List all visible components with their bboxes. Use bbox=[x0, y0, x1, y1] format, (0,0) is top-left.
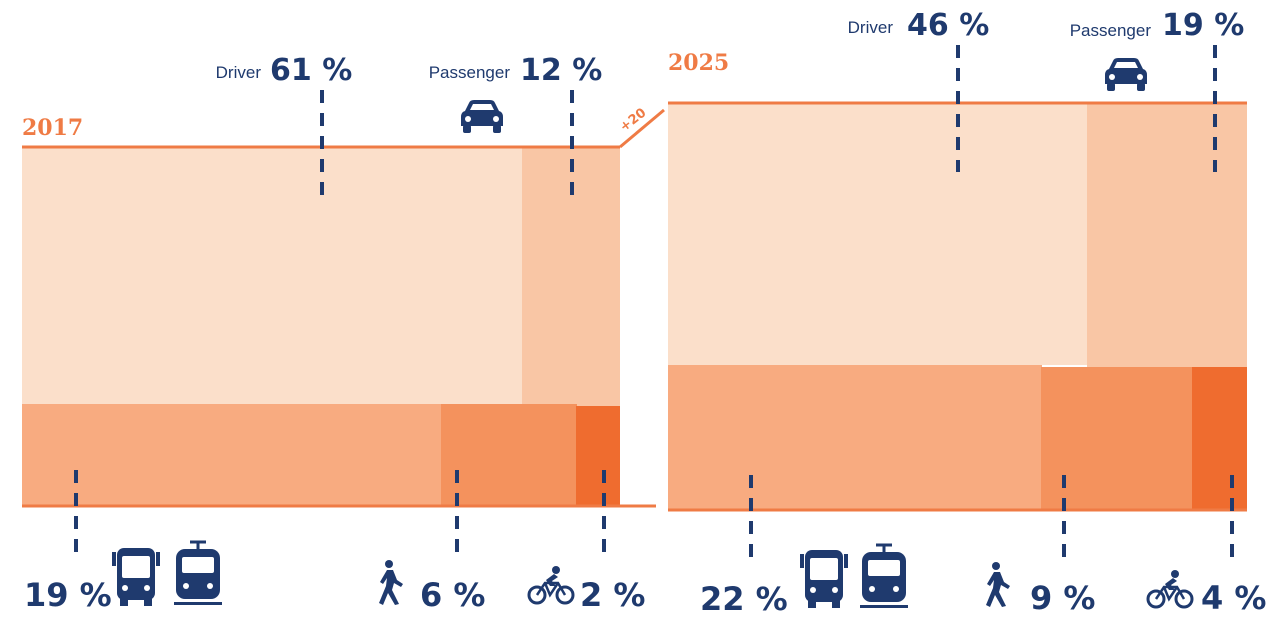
bar-public-transport-2017 bbox=[22, 404, 442, 506]
bar-walk-2025 bbox=[1041, 367, 1194, 510]
walk-value-2017: 6 % bbox=[420, 576, 485, 614]
bicycle-icon bbox=[527, 566, 575, 605]
bus-icon bbox=[800, 550, 848, 608]
growth-label: +20 bbox=[617, 105, 649, 135]
driver-label-2025: Driver bbox=[848, 18, 894, 37]
growth-line bbox=[619, 108, 665, 149]
public-transport-value-2017: 19 % bbox=[24, 576, 112, 614]
bike-value-2017: 2 % bbox=[580, 576, 645, 614]
public-transport-value-2025: 22 % bbox=[700, 580, 788, 618]
panel-2025: 2025 Driver 46 % Passenger 19 % 22 % bbox=[668, 8, 1266, 618]
passenger-label-2017: Passenger bbox=[429, 63, 511, 82]
bar-bike-2025 bbox=[1192, 367, 1247, 510]
bar-driver-2017 bbox=[22, 147, 522, 404]
pedestrian-icon bbox=[379, 560, 403, 605]
year-label-2025: 2025 bbox=[668, 50, 729, 76]
walk-value-2025: 9 % bbox=[1030, 579, 1095, 617]
tram-icon bbox=[174, 540, 222, 605]
passenger-value-2017: 12 % bbox=[520, 53, 602, 88]
driver-value-2017: 61 % bbox=[270, 53, 352, 88]
passenger-label-2025: Passenger bbox=[1070, 21, 1152, 40]
bus-icon bbox=[112, 548, 160, 606]
driver-value-2025: 46 % bbox=[907, 8, 989, 43]
car-icon bbox=[461, 100, 503, 133]
bar-walk-2017 bbox=[441, 404, 577, 506]
car-icon bbox=[1105, 58, 1147, 91]
panel-2017: 2017 +20 Driver 61 % Passenger 12 % 19 % bbox=[22, 53, 665, 614]
bike-value-2025: 4 % bbox=[1201, 579, 1266, 617]
year-label-2017: 2017 bbox=[22, 115, 83, 141]
bar-passenger-2025 bbox=[1087, 103, 1247, 367]
tram-icon bbox=[860, 543, 908, 608]
bar-public-transport-2025 bbox=[668, 365, 1042, 510]
bicycle-icon bbox=[1146, 570, 1194, 609]
bar-driver-2025 bbox=[668, 103, 1088, 365]
passenger-value-2025: 19 % bbox=[1162, 8, 1244, 43]
bar-bike-2017 bbox=[576, 406, 620, 506]
pedestrian-icon bbox=[986, 562, 1010, 607]
driver-label-2017: Driver bbox=[216, 63, 262, 82]
